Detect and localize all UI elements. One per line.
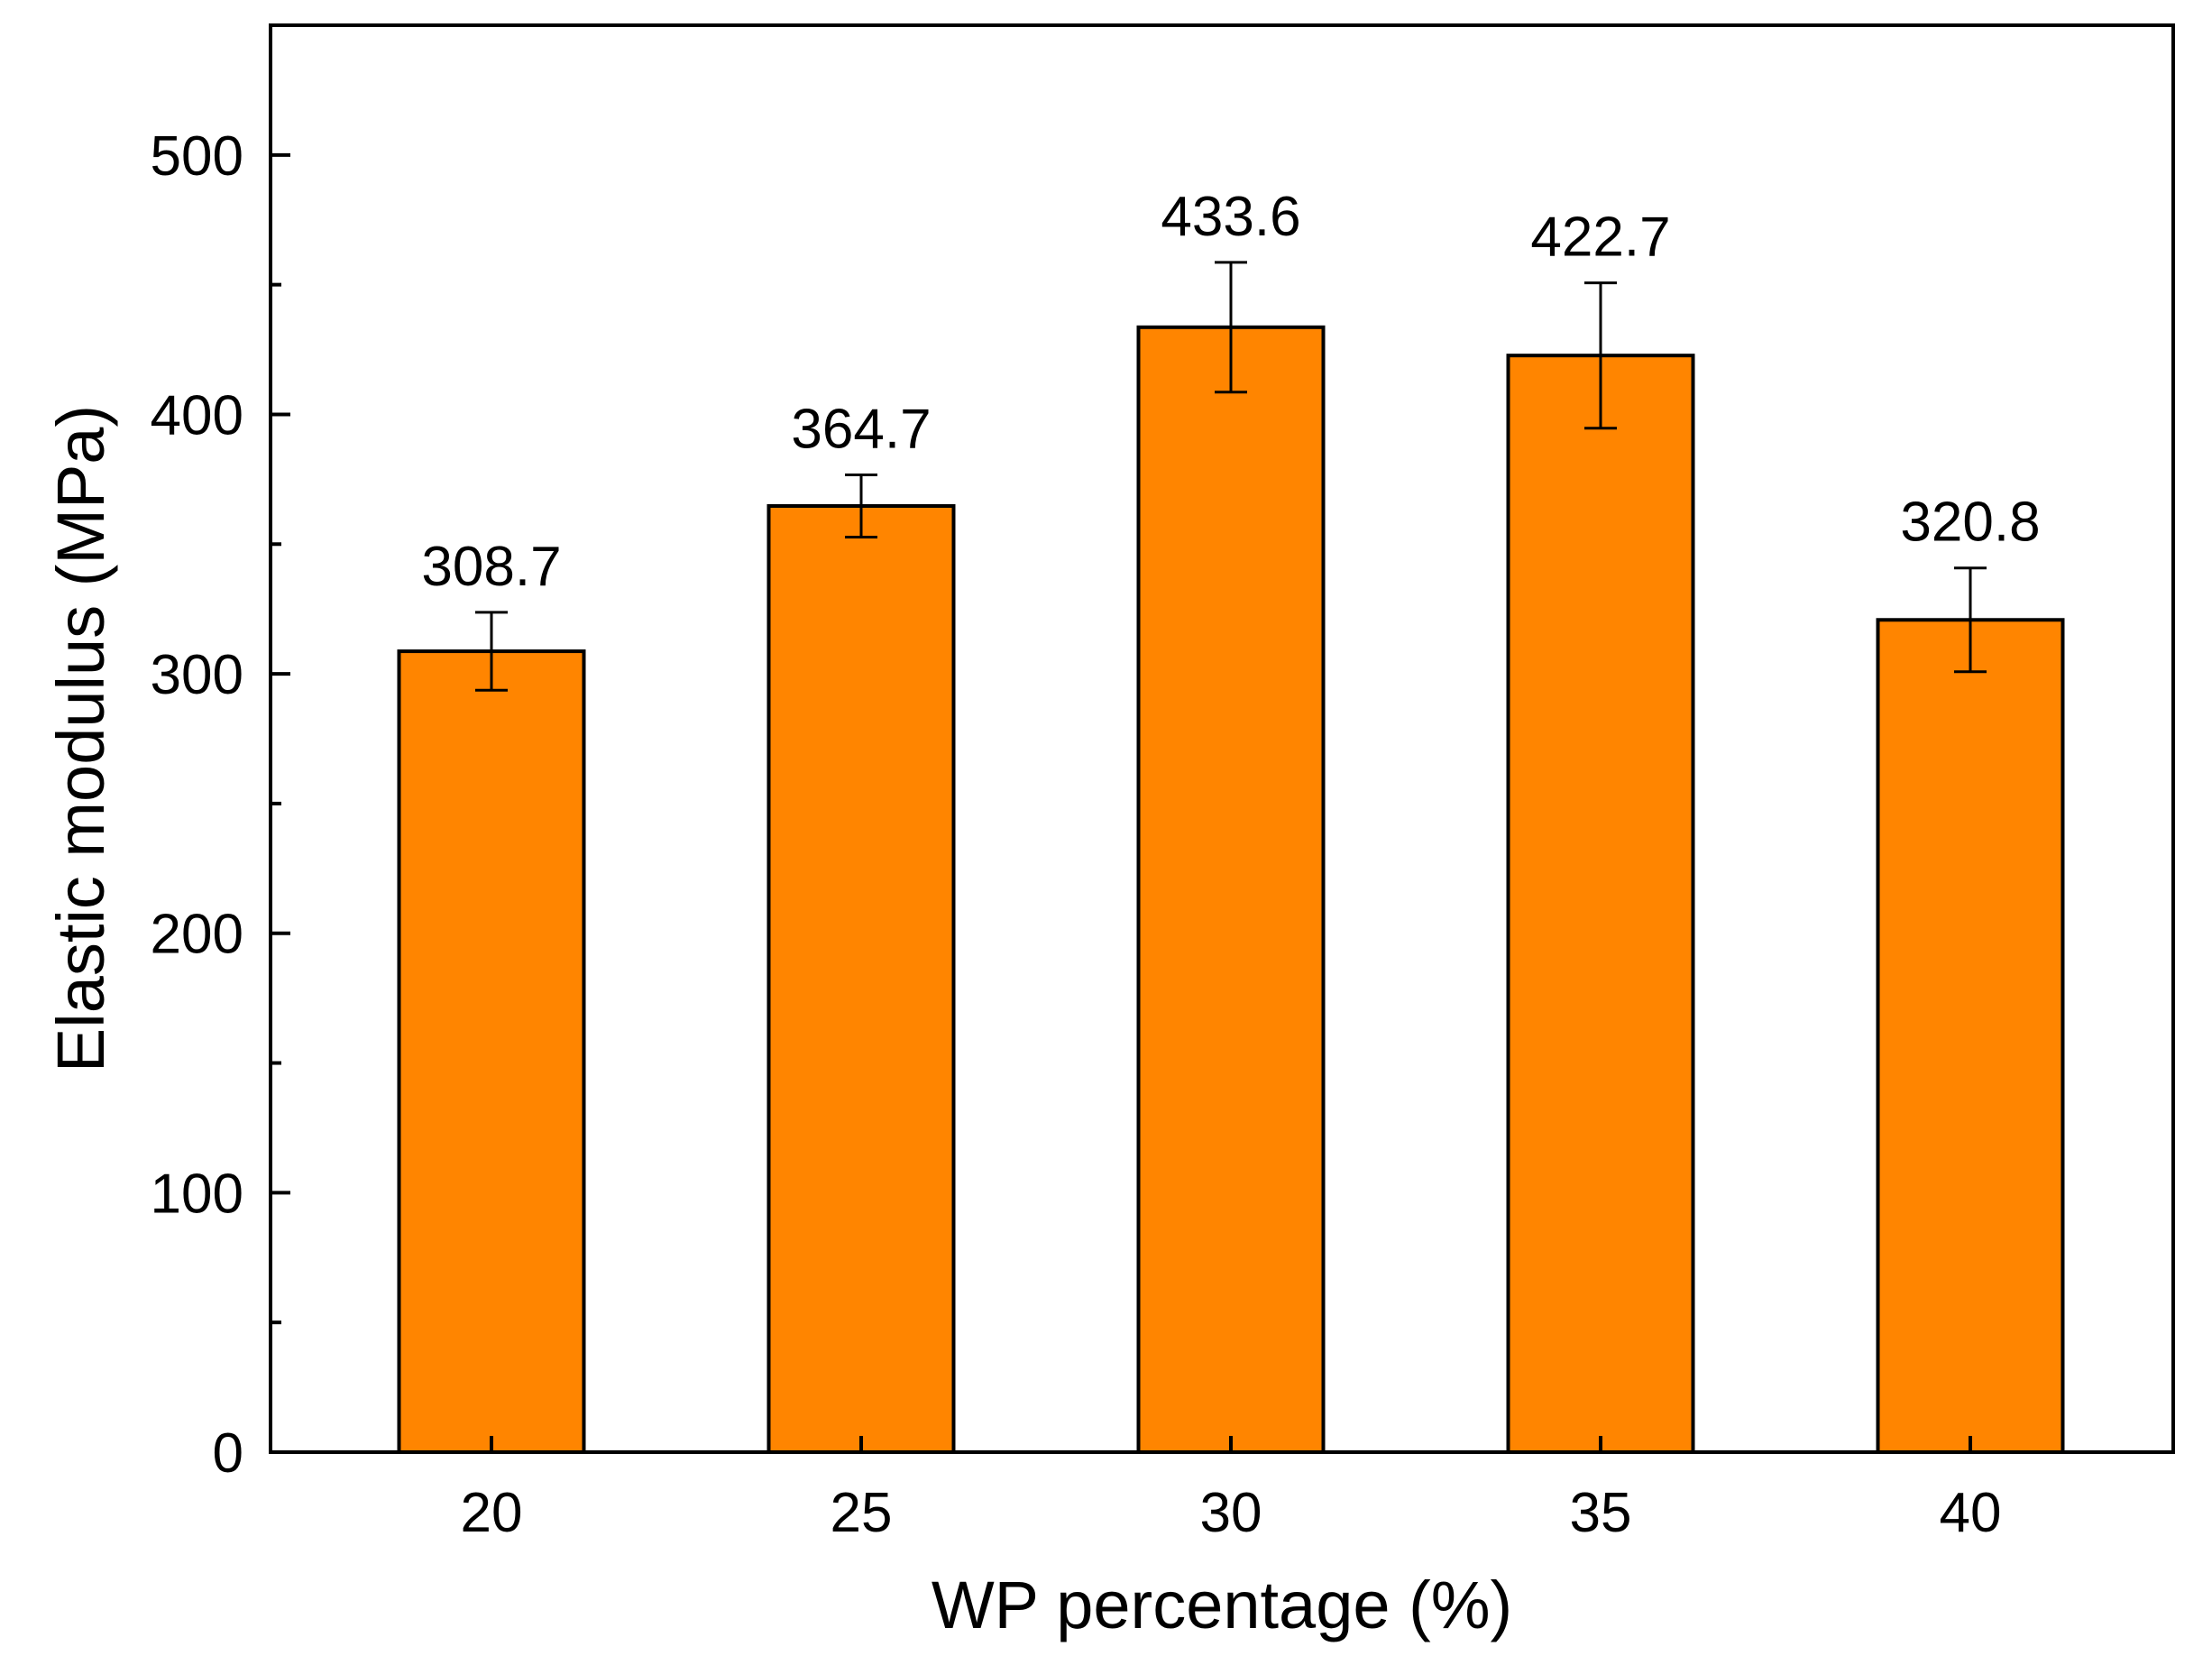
data-label-40: 320.8 — [1900, 492, 2040, 554]
x-axis-title: WP percentage (%) — [932, 1568, 1512, 1642]
error-bars-layer — [475, 261, 1987, 692]
y-axis-title: Elastic modulus (MPa) — [43, 405, 118, 1072]
y-tick-label-500: 500 — [151, 125, 243, 188]
data-label-30: 433.6 — [1161, 186, 1300, 248]
bar-20 — [397, 649, 586, 1454]
bar-40 — [1876, 618, 2065, 1454]
y-tick-label-200: 200 — [151, 904, 243, 966]
y-tick-label-300: 300 — [151, 644, 243, 706]
bar-35 — [1506, 354, 1695, 1454]
bars-layer — [397, 325, 2065, 1454]
x-tick-label-35: 35 — [1570, 1482, 1632, 1544]
error-bar-35 — [1584, 281, 1617, 430]
data-labels-layer: 308.7 364.7 433.6 422.7 320.8 — [421, 186, 2040, 598]
error-bar-20 — [475, 611, 508, 692]
plot-frame — [269, 23, 2175, 1454]
bar-25 — [766, 503, 956, 1454]
x-tick-label-25: 25 — [831, 1482, 893, 1544]
y-axis-ticks: 0 100 200 300 400 500 — [151, 125, 290, 1485]
bar-30 — [1136, 325, 1326, 1454]
x-axis-ticks: 20 25 30 35 40 — [461, 1436, 2002, 1544]
y-tick-label-100: 100 — [151, 1163, 243, 1225]
y-tick-label-400: 400 — [151, 384, 243, 446]
error-bar-30 — [1215, 261, 1247, 394]
data-label-25: 364.7 — [791, 398, 931, 460]
data-label-20: 308.7 — [421, 536, 561, 598]
x-tick-label-20: 20 — [461, 1482, 523, 1544]
data-label-35: 422.7 — [1530, 207, 1670, 269]
error-bar-40 — [1954, 566, 1987, 674]
error-bar-25 — [845, 473, 877, 539]
x-tick-label-40: 40 — [1940, 1482, 2002, 1544]
y-tick-label-0: 0 — [213, 1422, 243, 1485]
x-tick-label-30: 30 — [1200, 1482, 1262, 1544]
